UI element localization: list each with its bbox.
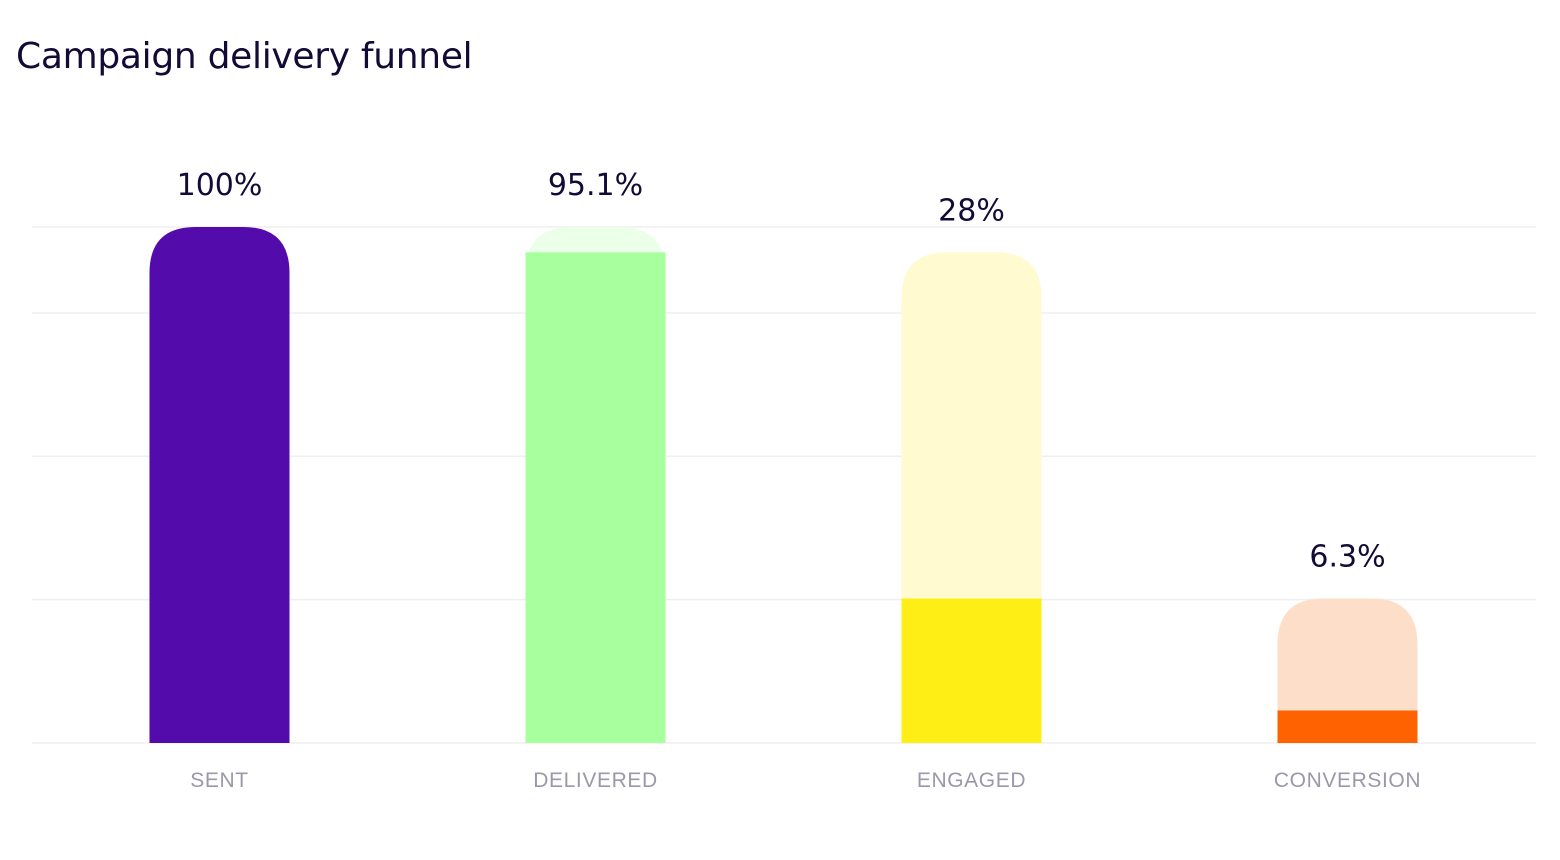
value-label-delivered: 95.1%	[548, 168, 643, 203]
category-label-sent: SENT	[190, 769, 248, 792]
bars	[149, 227, 1418, 743]
bar-delivered	[525, 252, 666, 743]
category-label-delivered: DELIVERED	[533, 769, 657, 792]
category-label-conversion: CONVERSION	[1274, 769, 1421, 792]
labels: 100% SENT 95.1% DELIVERED 28% ENGAGED 6.3% CONV…	[177, 168, 1421, 792]
value-label-conversion: 6.3%	[1309, 540, 1385, 575]
bar-conversion	[1277, 710, 1418, 743]
value-label-sent: 100%	[177, 168, 263, 203]
bar-engaged	[901, 598, 1042, 743]
bar-sent	[149, 227, 290, 743]
bar-background-conversion	[1277, 598, 1418, 743]
value-label-engaged: 28%	[938, 193, 1005, 228]
chart-title: Campaign delivery funnel	[16, 36, 473, 77]
category-label-engaged: ENGAGED	[917, 769, 1026, 792]
